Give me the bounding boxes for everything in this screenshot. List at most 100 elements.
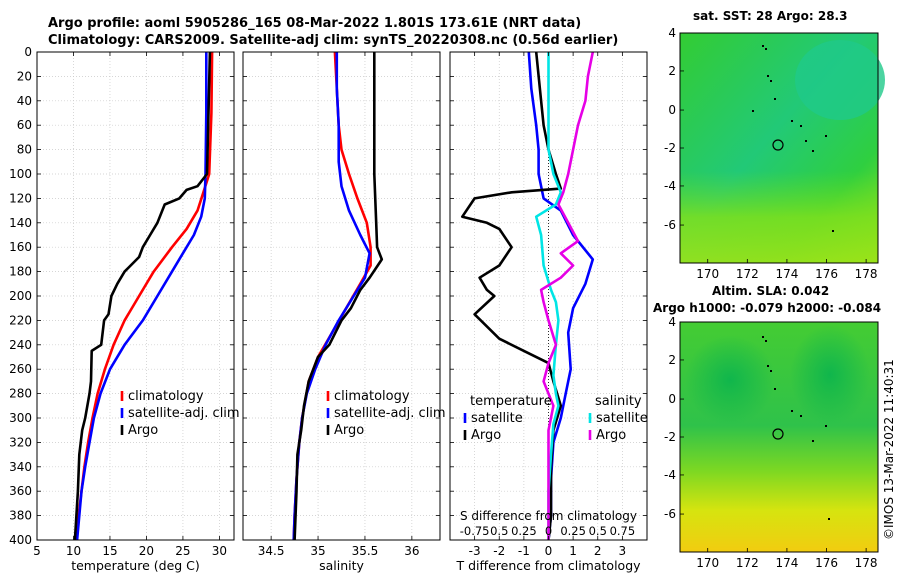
map-ytick-label-1-0: 4 (668, 315, 676, 329)
series-line-difference-0 (527, 51, 595, 541)
xtick-label-salinity-2: 35.5 (352, 544, 379, 558)
series-line-salinity-2 (293, 52, 384, 541)
xtick-label-temperature-5: 30 (212, 544, 227, 558)
ytick-label-12: 240 (9, 338, 32, 352)
ytick-label-3: 60 (17, 118, 32, 132)
xtick-label-temperature-4: 25 (175, 544, 190, 558)
sla-map-title-line2: Argo h1000: -0.079 h2000: -0.084 (653, 301, 882, 315)
map-xtick-label-0-4: 178 (855, 267, 878, 281)
ytick-label-2: 40 (17, 94, 32, 108)
xlabel-salinity: salinity (319, 558, 364, 573)
map-ytick-label-0-3: -2 (664, 141, 676, 155)
xtick-label-difference-5: 2 (594, 544, 602, 558)
ytick-label-6: 120 (9, 191, 32, 205)
ytick-label-4: 80 (17, 143, 32, 157)
sla-map-argo-marker (772, 428, 784, 440)
map-axes-sla-map: 170 172 174 176 178 4 2 0 -2 -4 -6 (664, 315, 878, 570)
panel-salinity: 34.5 35 35.5 36 salinity climatology satellite… (242, 51, 446, 573)
map-xtick-label-0-2: 174 (775, 267, 798, 281)
series-line-temperature-1 (75, 52, 208, 541)
top-xtick-label-6: 0.75 (610, 524, 636, 538)
legend-label-temperature-0: climatology (128, 389, 204, 404)
sla-map-islands (762, 336, 830, 520)
xtick-label-salinity-1: 35 (310, 544, 325, 558)
map-xtick-label-0-0: 170 (696, 267, 719, 281)
ytick-label-19: 380 (9, 509, 32, 523)
sst-map-islands (752, 45, 834, 232)
legend-label-salinity-1: satellite-adj. clim (334, 406, 446, 421)
ytick-label-11: 220 (9, 313, 32, 327)
xtick-label-temperature-3: 20 (139, 544, 154, 558)
axes-layer: 0204060801001201401601802002202402602803… (9, 26, 877, 573)
ytick-label-9: 180 (9, 265, 32, 279)
legend-group-title-1: salinity (595, 394, 642, 409)
series-line-difference-2 (534, 52, 563, 540)
ytick-label-18: 360 (9, 484, 32, 498)
sla-map-low-blob-2 (790, 325, 870, 425)
xtick-label-salinity-0: 34.5 (258, 544, 285, 558)
map-ytick-label-0-4: -4 (664, 179, 676, 193)
ytick-label-16: 320 (9, 435, 32, 449)
xtick-label-difference-6: 3 (619, 544, 627, 558)
xtick-label-difference-1: -2 (493, 544, 505, 558)
map-ytick-label-1-1: 2 (668, 353, 676, 367)
ytick-label-14: 280 (9, 387, 32, 401)
map-ytick-label-0-0: 4 (668, 26, 676, 40)
xtick-label-difference-4: 1 (569, 544, 577, 558)
map-xtick-label-0-1: 172 (736, 267, 759, 281)
map-xtick-label-0-3: 176 (815, 267, 838, 281)
ytick-label-10: 200 (9, 289, 32, 303)
map-xtick-label-1-0: 170 (696, 556, 719, 570)
top-xtick-label-0: -0.75 (460, 524, 490, 538)
top-xtick-label-4: 0.25 (560, 524, 586, 538)
ytick-label-17: 340 (9, 460, 32, 474)
series-line-salinity-0 (292, 51, 372, 541)
sst-map-argo-marker (772, 139, 784, 151)
xtick-label-temperature-0: 5 (33, 544, 41, 558)
top-xtick-label-3: 0 (545, 524, 552, 538)
ytick-label-1: 20 (17, 69, 32, 83)
map-xtick-label-1-1: 172 (736, 556, 759, 570)
legend-group-label-0-0: satellite (471, 411, 523, 426)
map-ytick-label-1-5: -6 (664, 507, 676, 521)
xtick-label-temperature-2: 15 (102, 544, 117, 558)
panel-temperature: 0 20 40 60 80 100 120 140 160 180 200 220 240 260 280 3… (9, 45, 240, 573)
figure-title-line1: Argo profile: aoml 5905286_165 08-Mar-20… (48, 16, 582, 31)
map-ytick-label-1-4: -4 (664, 468, 676, 482)
legend-label-salinity-0: climatology (334, 389, 410, 404)
xtick-label-salinity-3: 36 (404, 544, 419, 558)
panel-frame-salinity (242, 51, 441, 541)
legend-label-temperature-1: satellite-adj. clim (128, 406, 240, 421)
series-line-temperature-2 (73, 51, 212, 541)
xtick-label-difference-3: 0 (545, 544, 553, 558)
map-axes-sst-map: 170 172 174 176 178 4 2 0 -2 -4 -6 (664, 26, 878, 281)
legend-group-label-1-0: satellite (596, 411, 648, 426)
sla-map (679, 321, 879, 553)
sst-map-cool-patch (795, 40, 885, 120)
top-xtick-label-5: 0.5 (589, 524, 607, 538)
ytick-label-0: 0 (24, 45, 32, 59)
sst-map (679, 32, 885, 264)
legend-group-title-0: temperature (470, 394, 552, 409)
map-xtick-label-1-3: 176 (815, 556, 838, 570)
ytick-label-13: 260 (9, 362, 32, 376)
top-xtick-label-2: 0.25 (511, 524, 537, 538)
panel-frame-difference (449, 51, 648, 541)
xlabel-difference: T difference from climatology (455, 558, 641, 573)
ytick-label-8: 160 (9, 240, 32, 254)
ytick-label-15: 300 (9, 411, 32, 425)
map-xtick-label-1-2: 174 (775, 556, 798, 570)
map-ytick-label-0-2: 0 (668, 103, 676, 117)
series-line-temperature-0 (75, 51, 214, 541)
top-xlabel: S difference from climatology (460, 509, 637, 523)
legend-label-salinity-2: Argo (334, 423, 364, 438)
map-ytick-label-1-2: 0 (668, 392, 676, 406)
panel-difference: -3 -2 -1 0 1 2 3-0.75 0.5 0.25 0 0.25 0.5 0.75S diff… (449, 51, 648, 573)
map-xtick-label-1-4: 178 (855, 556, 878, 570)
panel-frame-temperature (36, 51, 235, 541)
map-ytick-label-0-1: 2 (668, 64, 676, 78)
top-xtick-label-1: 0.5 (490, 524, 508, 538)
series-line-difference-3 (539, 51, 595, 540)
